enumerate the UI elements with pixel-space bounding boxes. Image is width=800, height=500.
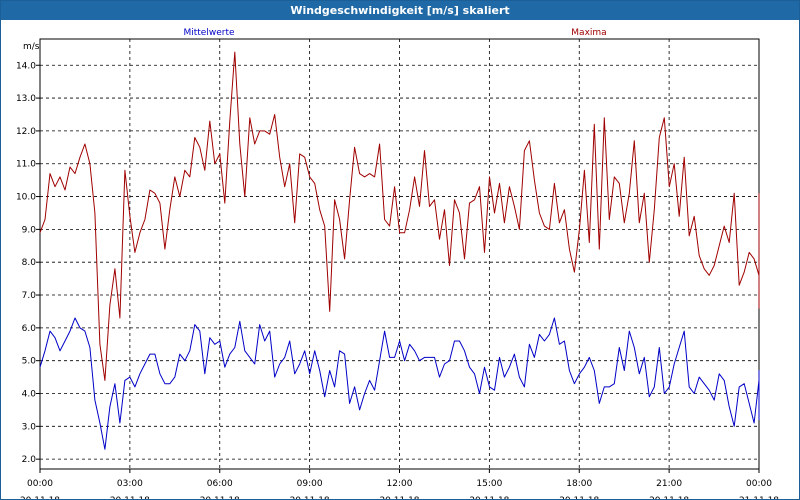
x-tick-time: 12:00 [387,479,413,489]
y-tick-label: 5.0 [22,357,37,367]
y-tick-label: 13.0 [16,94,36,104]
x-tick-date: 20.11.18 [200,496,240,499]
x-axis: 00:00 20.11.18 03:00 20.11.18 06:00 20.11.18 0… [20,469,779,499]
y-tick-label: 7.0 [22,291,37,301]
x-tick-time: 03:00 [117,479,143,489]
y-tick-label: 14.0 [16,61,36,71]
x-tick-date: 20.11.18 [469,496,509,499]
x-tick-time: 00:00 [746,479,772,489]
series-line-mittelwerte [39,317,760,450]
x-tick-date: 20.11.18 [20,496,60,499]
x-tick-time: 15:00 [476,479,502,489]
legend-maxima: Maxima [571,28,606,38]
y-tick-label: 11.0 [16,160,36,170]
x-tick-time: 06:00 [207,479,233,489]
x-tick-date: 20.11.18 [290,496,330,499]
plot-area [39,38,760,470]
x-tick-time: 00:00 [27,479,53,489]
wind-speed-chart: 2.0 3.0 4.0 5.0 6.0 7.0 8.0 9.0 10.0 11.0 12.0 13.0… [16,28,779,499]
x-tick-time: 21:00 [656,479,682,489]
y-tick-label: 6.0 [22,324,37,334]
window-title: Windgeschwindigkeit [m/s] skaliert [1,1,799,20]
y-tick-label: 8.0 [22,258,37,268]
y-tick-label: 12.0 [16,127,36,137]
y-tick-label: 10.0 [16,193,36,203]
legend-mittelwerte: Mittelwerte [183,28,234,38]
x-tick-date: 21.11.18 [739,496,779,499]
series-lines [39,51,760,450]
y-tick-label: 2.0 [22,455,37,465]
y-axis-unit: m/s [23,42,40,52]
x-tick-date: 20.11.18 [559,496,599,499]
y-axis: 2.0 3.0 4.0 5.0 6.0 7.0 8.0 9.0 10.0 11.0 12.0 13.0… [16,61,40,465]
y-tick-label: 9.0 [22,225,37,235]
x-tick-time: 09:00 [297,479,323,489]
x-tick-date: 20.11.18 [110,496,150,499]
x-tick-date: 20.11.18 [649,496,689,499]
y-tick-label: 3.0 [22,422,37,432]
x-tick-date: 20.11.18 [379,496,419,499]
series-line-maxima [39,51,760,381]
x-tick-time: 18:00 [566,479,592,489]
y-tick-label: 4.0 [22,390,37,400]
